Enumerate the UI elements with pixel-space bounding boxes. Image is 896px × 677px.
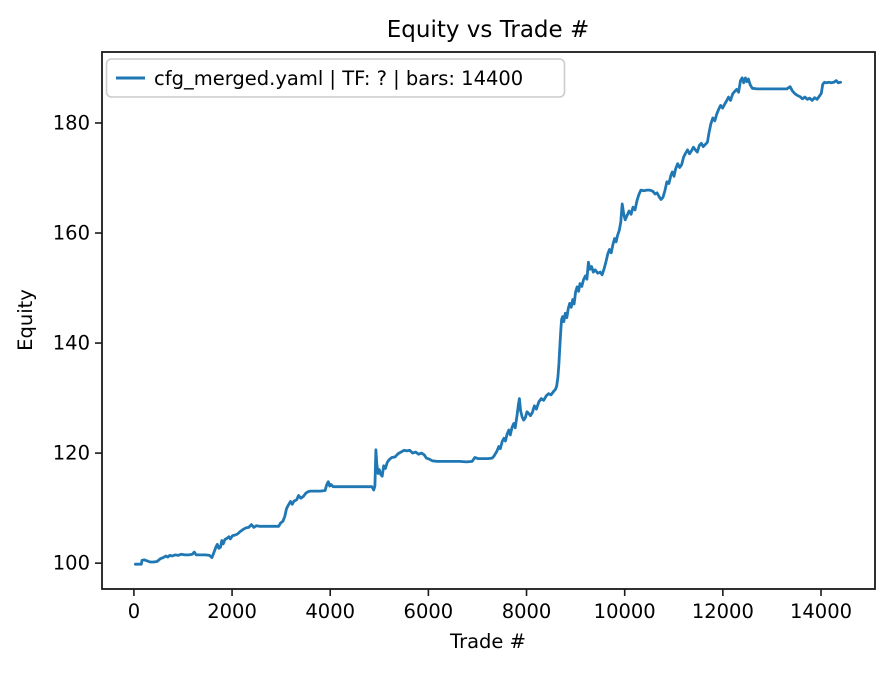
y-tick-label: 180 bbox=[53, 111, 90, 134]
legend: cfg_merged.yaml | TF: ? | bars: 14400 bbox=[105, 58, 566, 98]
x-tick-label: 10000 bbox=[594, 600, 656, 623]
x-axis-ticks: 0 2000 4000 6000 8000 10000 12000 14000 bbox=[128, 589, 852, 623]
y-tick-label: 140 bbox=[53, 332, 90, 355]
y-tick-label: 120 bbox=[53, 442, 90, 465]
x-tick-label: 2000 bbox=[207, 600, 257, 623]
plot-area-border bbox=[101, 51, 876, 590]
chart-title: Equity vs Trade # bbox=[387, 17, 590, 43]
x-tick-label: 12000 bbox=[692, 600, 754, 623]
y-axis-label: Equity bbox=[14, 289, 37, 351]
y-tick-label: 160 bbox=[53, 222, 90, 245]
x-tick-label: 8000 bbox=[502, 600, 552, 623]
y-axis-ticks: 100 120 140 160 180 bbox=[53, 111, 102, 575]
x-tick-label: 0 bbox=[128, 600, 140, 623]
x-axis-label: Trade # bbox=[449, 630, 526, 653]
x-tick-label: 4000 bbox=[305, 600, 355, 623]
y-tick-label: 100 bbox=[53, 552, 90, 575]
legend-entry-label: cfg_merged.yaml | TF: ? | bars: 14400 bbox=[154, 67, 523, 90]
x-tick-label: 6000 bbox=[404, 600, 454, 623]
x-tick-label: 14000 bbox=[790, 600, 852, 623]
equity-line-series bbox=[133, 76, 842, 566]
legend-frame bbox=[105, 58, 566, 98]
equity-line bbox=[133, 76, 842, 566]
